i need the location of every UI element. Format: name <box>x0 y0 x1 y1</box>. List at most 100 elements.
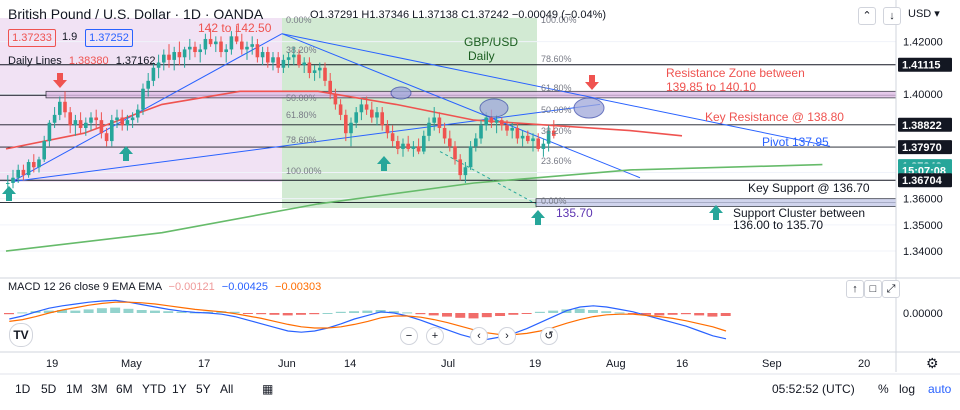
candle-body <box>94 117 98 121</box>
gbpusd-daily-line1: GBP/USD <box>464 35 518 49</box>
tf-1m[interactable]: 1M <box>66 382 83 396</box>
candle-body <box>214 41 218 45</box>
macd-maximize-button[interactable]: □ <box>864 280 882 298</box>
candle-body <box>494 120 499 123</box>
candle-body <box>344 114 348 134</box>
chevron-up-icon: ⌃ <box>862 10 872 22</box>
candle-body <box>182 49 187 58</box>
low-price-label: 135.70 <box>556 206 593 220</box>
collapse-button[interactable]: ⌃ <box>858 7 876 25</box>
pivot-label: Pivot 137.95 <box>762 135 829 149</box>
tf-1y[interactable]: 1Y <box>172 382 187 396</box>
expand-arrow-button[interactable]: ↓ <box>883 7 901 25</box>
candle-body <box>68 112 72 126</box>
signal-line <box>9 301 727 336</box>
candle-body <box>546 130 551 144</box>
macd-hist-bar <box>588 310 598 313</box>
candle-body <box>198 49 202 53</box>
dashed-trendline <box>439 151 537 205</box>
candle-body <box>21 169 26 176</box>
nav-toolbar: − + ‹ › ↺ <box>400 325 560 347</box>
candle-body <box>484 117 488 126</box>
auto-toggle[interactable]: auto <box>928 382 952 396</box>
macd-hist-bar <box>17 312 28 314</box>
settings-button[interactable]: ⚙ <box>926 355 939 372</box>
log-toggle[interactable]: log <box>899 382 916 396</box>
scroll-right-button[interactable]: › <box>498 327 516 345</box>
reset-button[interactable]: ↺ <box>540 327 558 345</box>
macd-hist-bar <box>694 313 705 316</box>
macd-hist-bar <box>176 311 187 313</box>
tf-1d[interactable]: 1D <box>15 382 31 396</box>
candle-body <box>6 182 10 184</box>
daily-lines-val1: 1.38380 <box>68 55 109 67</box>
candle-body <box>510 127 514 131</box>
green-up-arrow <box>531 210 545 225</box>
candle-body <box>489 117 494 123</box>
candle-body <box>32 162 36 168</box>
percent-toggle[interactable]: % <box>878 382 889 396</box>
candle-body <box>188 46 192 50</box>
macd-hist-bar <box>534 311 545 313</box>
time-tick-label: Aug <box>606 358 626 370</box>
chevron-right-icon: › <box>505 330 509 342</box>
macd-hist-bar <box>282 313 293 316</box>
candle-body <box>302 62 306 66</box>
symbol-title[interactable]: British Pound / U.S. Dollar · 1D · OANDA <box>8 6 264 22</box>
chevron-left-icon: ‹ <box>477 330 481 342</box>
currency-selector[interactable]: USD ▾ <box>908 7 940 20</box>
macd-up-button[interactable]: ↑ <box>846 280 864 298</box>
candle-body <box>390 133 395 142</box>
macd-hist-bar <box>720 313 731 316</box>
candle-body <box>536 138 540 149</box>
macd-hist-bar <box>136 310 147 313</box>
macd-fullscreen-button[interactable]: ⤢ <box>882 280 900 298</box>
macd-hist-bar <box>83 309 94 313</box>
fib-left-label: 61.80% <box>286 110 317 120</box>
candle-body <box>515 127 520 139</box>
candle-body <box>396 141 400 149</box>
macd-hist-bar <box>654 313 665 316</box>
zoom-out-button[interactable]: − <box>400 327 418 345</box>
buy-price: 1.37252 <box>89 32 129 44</box>
fib-left-label: 78.60% <box>286 135 317 145</box>
daily-lines-legend[interactable]: Daily Lines 1.38380 1.37162 <box>8 55 155 67</box>
red-down-arrow <box>53 73 67 88</box>
calendar-icon: ▦ <box>262 382 274 396</box>
tf-all[interactable]: All <box>220 382 234 396</box>
tf-6m[interactable]: 6M <box>116 382 133 396</box>
tv-logo[interactable]: TV <box>9 323 33 347</box>
tf-ytd[interactable]: YTD <box>142 382 166 396</box>
scroll-left-button[interactable]: ‹ <box>470 327 488 345</box>
macd-legend[interactable]: MACD 12 26 close 9 EMA EMA −0.00121 −0.0… <box>8 281 321 293</box>
macd-hist-bar <box>4 313 14 315</box>
candle-body <box>307 62 312 73</box>
macd-hist-bar <box>296 313 306 315</box>
sell-price-box[interactable]: 1.37233 <box>8 29 56 47</box>
buy-price-box[interactable]: 1.37252 <box>85 29 133 47</box>
candle-body <box>286 57 291 60</box>
zoom-in-button[interactable]: + <box>426 327 444 345</box>
fib-left-label: 100.00% <box>286 166 322 176</box>
candle-body <box>73 120 78 126</box>
top-note-annotation: 142 to 142.50 <box>198 21 272 35</box>
candle-body <box>338 104 343 115</box>
tf-3m[interactable]: 3M <box>91 382 108 396</box>
price-tag-bg <box>898 140 952 155</box>
macd-hist-bar <box>614 312 625 314</box>
macd-hist-bar <box>521 313 532 314</box>
candle-body <box>448 138 452 147</box>
candle-body <box>250 44 254 47</box>
candle-body <box>463 167 468 176</box>
time-tick-label: May <box>121 358 142 370</box>
green-up-arrow <box>119 146 133 161</box>
utc-clock[interactable]: 05:52:52 (UTC) <box>772 382 855 396</box>
candle-body <box>281 59 286 68</box>
tf-5d[interactable]: 5D <box>41 382 57 396</box>
candle-body <box>531 138 535 142</box>
tf-5y[interactable]: 5Y <box>196 382 211 396</box>
price-tag-label: 1.36704 <box>902 175 943 187</box>
candle-body <box>541 143 546 149</box>
calendar-button[interactable]: ▦ <box>262 382 273 396</box>
